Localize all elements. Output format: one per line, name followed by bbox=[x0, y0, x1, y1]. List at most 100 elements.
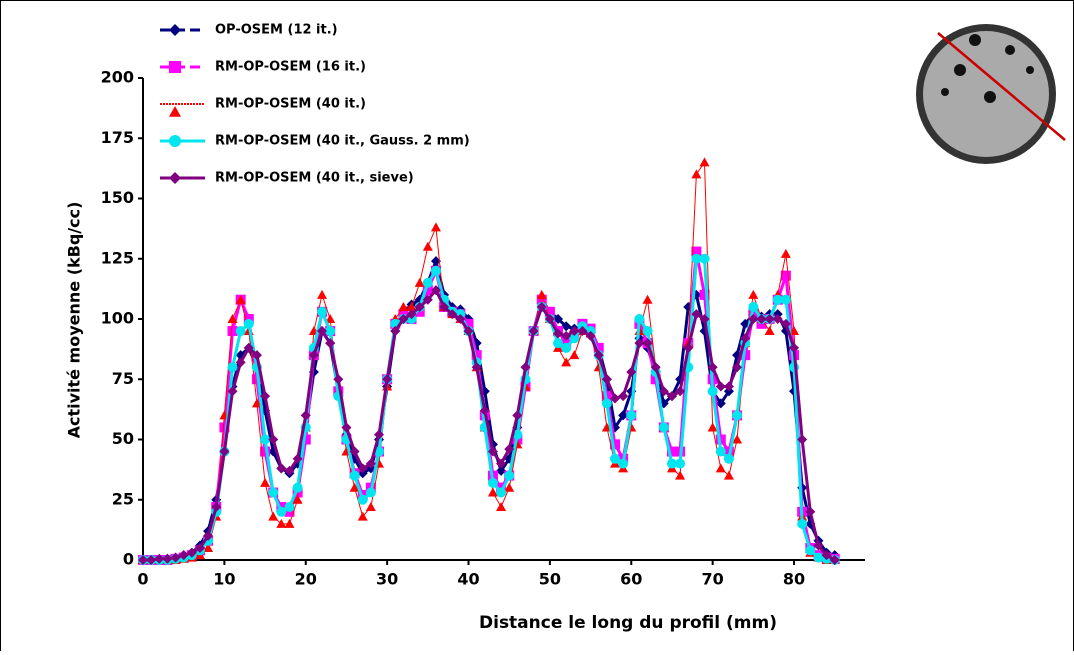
legend-marker bbox=[169, 106, 181, 117]
data-point bbox=[675, 470, 686, 480]
legend-marker bbox=[169, 172, 181, 184]
data-point bbox=[227, 362, 238, 373]
data-point bbox=[496, 458, 507, 469]
phantom-image bbox=[916, 24, 1066, 164]
data-point bbox=[780, 270, 791, 281]
series-line bbox=[143, 160, 835, 561]
data-point bbox=[610, 453, 620, 464]
data-point bbox=[146, 555, 157, 565]
data-point bbox=[317, 306, 328, 317]
y-tick-label: 50 bbox=[112, 429, 134, 448]
data-point bbox=[780, 248, 791, 258]
data-point bbox=[732, 362, 743, 373]
data-point bbox=[414, 301, 425, 312]
data-point bbox=[292, 494, 303, 504]
data-point bbox=[390, 326, 401, 337]
legend-label: RM-OP-OSEM (40 it., sieve) bbox=[215, 171, 414, 186]
data-point bbox=[463, 318, 474, 329]
data-point bbox=[430, 222, 441, 232]
data-point bbox=[447, 309, 458, 320]
data-point bbox=[325, 314, 336, 323]
data-point bbox=[797, 434, 808, 445]
legend-label: RM-OP-OSEM (40 it., Gauss. 2 mm) bbox=[215, 134, 470, 149]
data-point bbox=[365, 487, 376, 498]
data-point bbox=[406, 301, 417, 311]
data-point bbox=[593, 350, 604, 361]
y-tick-label: 200 bbox=[101, 68, 134, 87]
data-point bbox=[276, 463, 287, 474]
data-point bbox=[203, 530, 214, 541]
data-point bbox=[780, 318, 791, 329]
data-point bbox=[569, 350, 580, 360]
x-tick-label: 40 bbox=[457, 570, 479, 589]
data-point bbox=[374, 429, 384, 440]
data-point bbox=[496, 501, 507, 511]
data-point bbox=[585, 330, 596, 341]
y-tick-label: 175 bbox=[101, 128, 134, 147]
data-point bbox=[683, 342, 694, 353]
data-point bbox=[382, 374, 393, 385]
data-point bbox=[813, 552, 824, 563]
data-point bbox=[569, 326, 580, 337]
x-axis-label: Distance le long du profil (mm) bbox=[479, 613, 777, 633]
data-point bbox=[284, 501, 295, 512]
data-point bbox=[235, 326, 246, 337]
legend-label: RM-OP-OSEM (16 it.) bbox=[215, 60, 366, 75]
data-point bbox=[162, 553, 173, 564]
data-point bbox=[227, 326, 238, 337]
data-point bbox=[723, 453, 734, 464]
data-point bbox=[284, 518, 295, 528]
data-point bbox=[292, 482, 303, 493]
legend-marker bbox=[169, 61, 181, 73]
data-point bbox=[715, 398, 726, 409]
x-tick-label: 20 bbox=[295, 570, 317, 589]
data-point bbox=[699, 157, 710, 167]
data-point bbox=[357, 494, 368, 505]
data-point bbox=[317, 289, 328, 299]
data-point bbox=[691, 253, 702, 264]
data-point bbox=[227, 386, 238, 397]
data-point bbox=[170, 552, 181, 563]
data-point bbox=[821, 550, 832, 561]
y-tick-label: 0 bbox=[123, 550, 134, 569]
data-point bbox=[658, 422, 669, 433]
data-point bbox=[439, 301, 450, 312]
data-point bbox=[512, 429, 523, 440]
data-point bbox=[626, 410, 637, 421]
data-point bbox=[211, 501, 222, 512]
data-point bbox=[634, 314, 645, 324]
data-point bbox=[227, 314, 238, 323]
data-point bbox=[333, 374, 344, 385]
data-point bbox=[577, 326, 588, 337]
data-point bbox=[772, 294, 783, 305]
data-point bbox=[772, 314, 783, 324]
data-point bbox=[317, 326, 328, 337]
data-point bbox=[251, 350, 262, 361]
data-point bbox=[536, 301, 547, 312]
data-point bbox=[471, 362, 482, 373]
y-axis-label: Activité moyenne (kBq/cc) bbox=[65, 202, 84, 439]
data-point bbox=[520, 362, 531, 373]
data-point bbox=[780, 294, 791, 305]
data-point bbox=[365, 501, 376, 511]
data-point bbox=[308, 350, 319, 361]
data-point bbox=[504, 444, 515, 455]
data-point bbox=[276, 506, 287, 517]
data-point bbox=[260, 477, 271, 487]
data-point bbox=[666, 391, 677, 402]
x-tick-label: 50 bbox=[539, 570, 561, 589]
data-point bbox=[186, 547, 197, 558]
x-tick-label: 70 bbox=[702, 570, 724, 589]
y-tick-label: 25 bbox=[112, 489, 134, 508]
data-point bbox=[349, 482, 360, 492]
data-point bbox=[666, 458, 677, 469]
data-point bbox=[349, 446, 360, 457]
data-point bbox=[325, 326, 336, 337]
data-point bbox=[715, 446, 726, 457]
data-point bbox=[691, 169, 702, 179]
data-point bbox=[732, 434, 743, 444]
data-point bbox=[618, 458, 629, 469]
data-point bbox=[260, 391, 271, 402]
